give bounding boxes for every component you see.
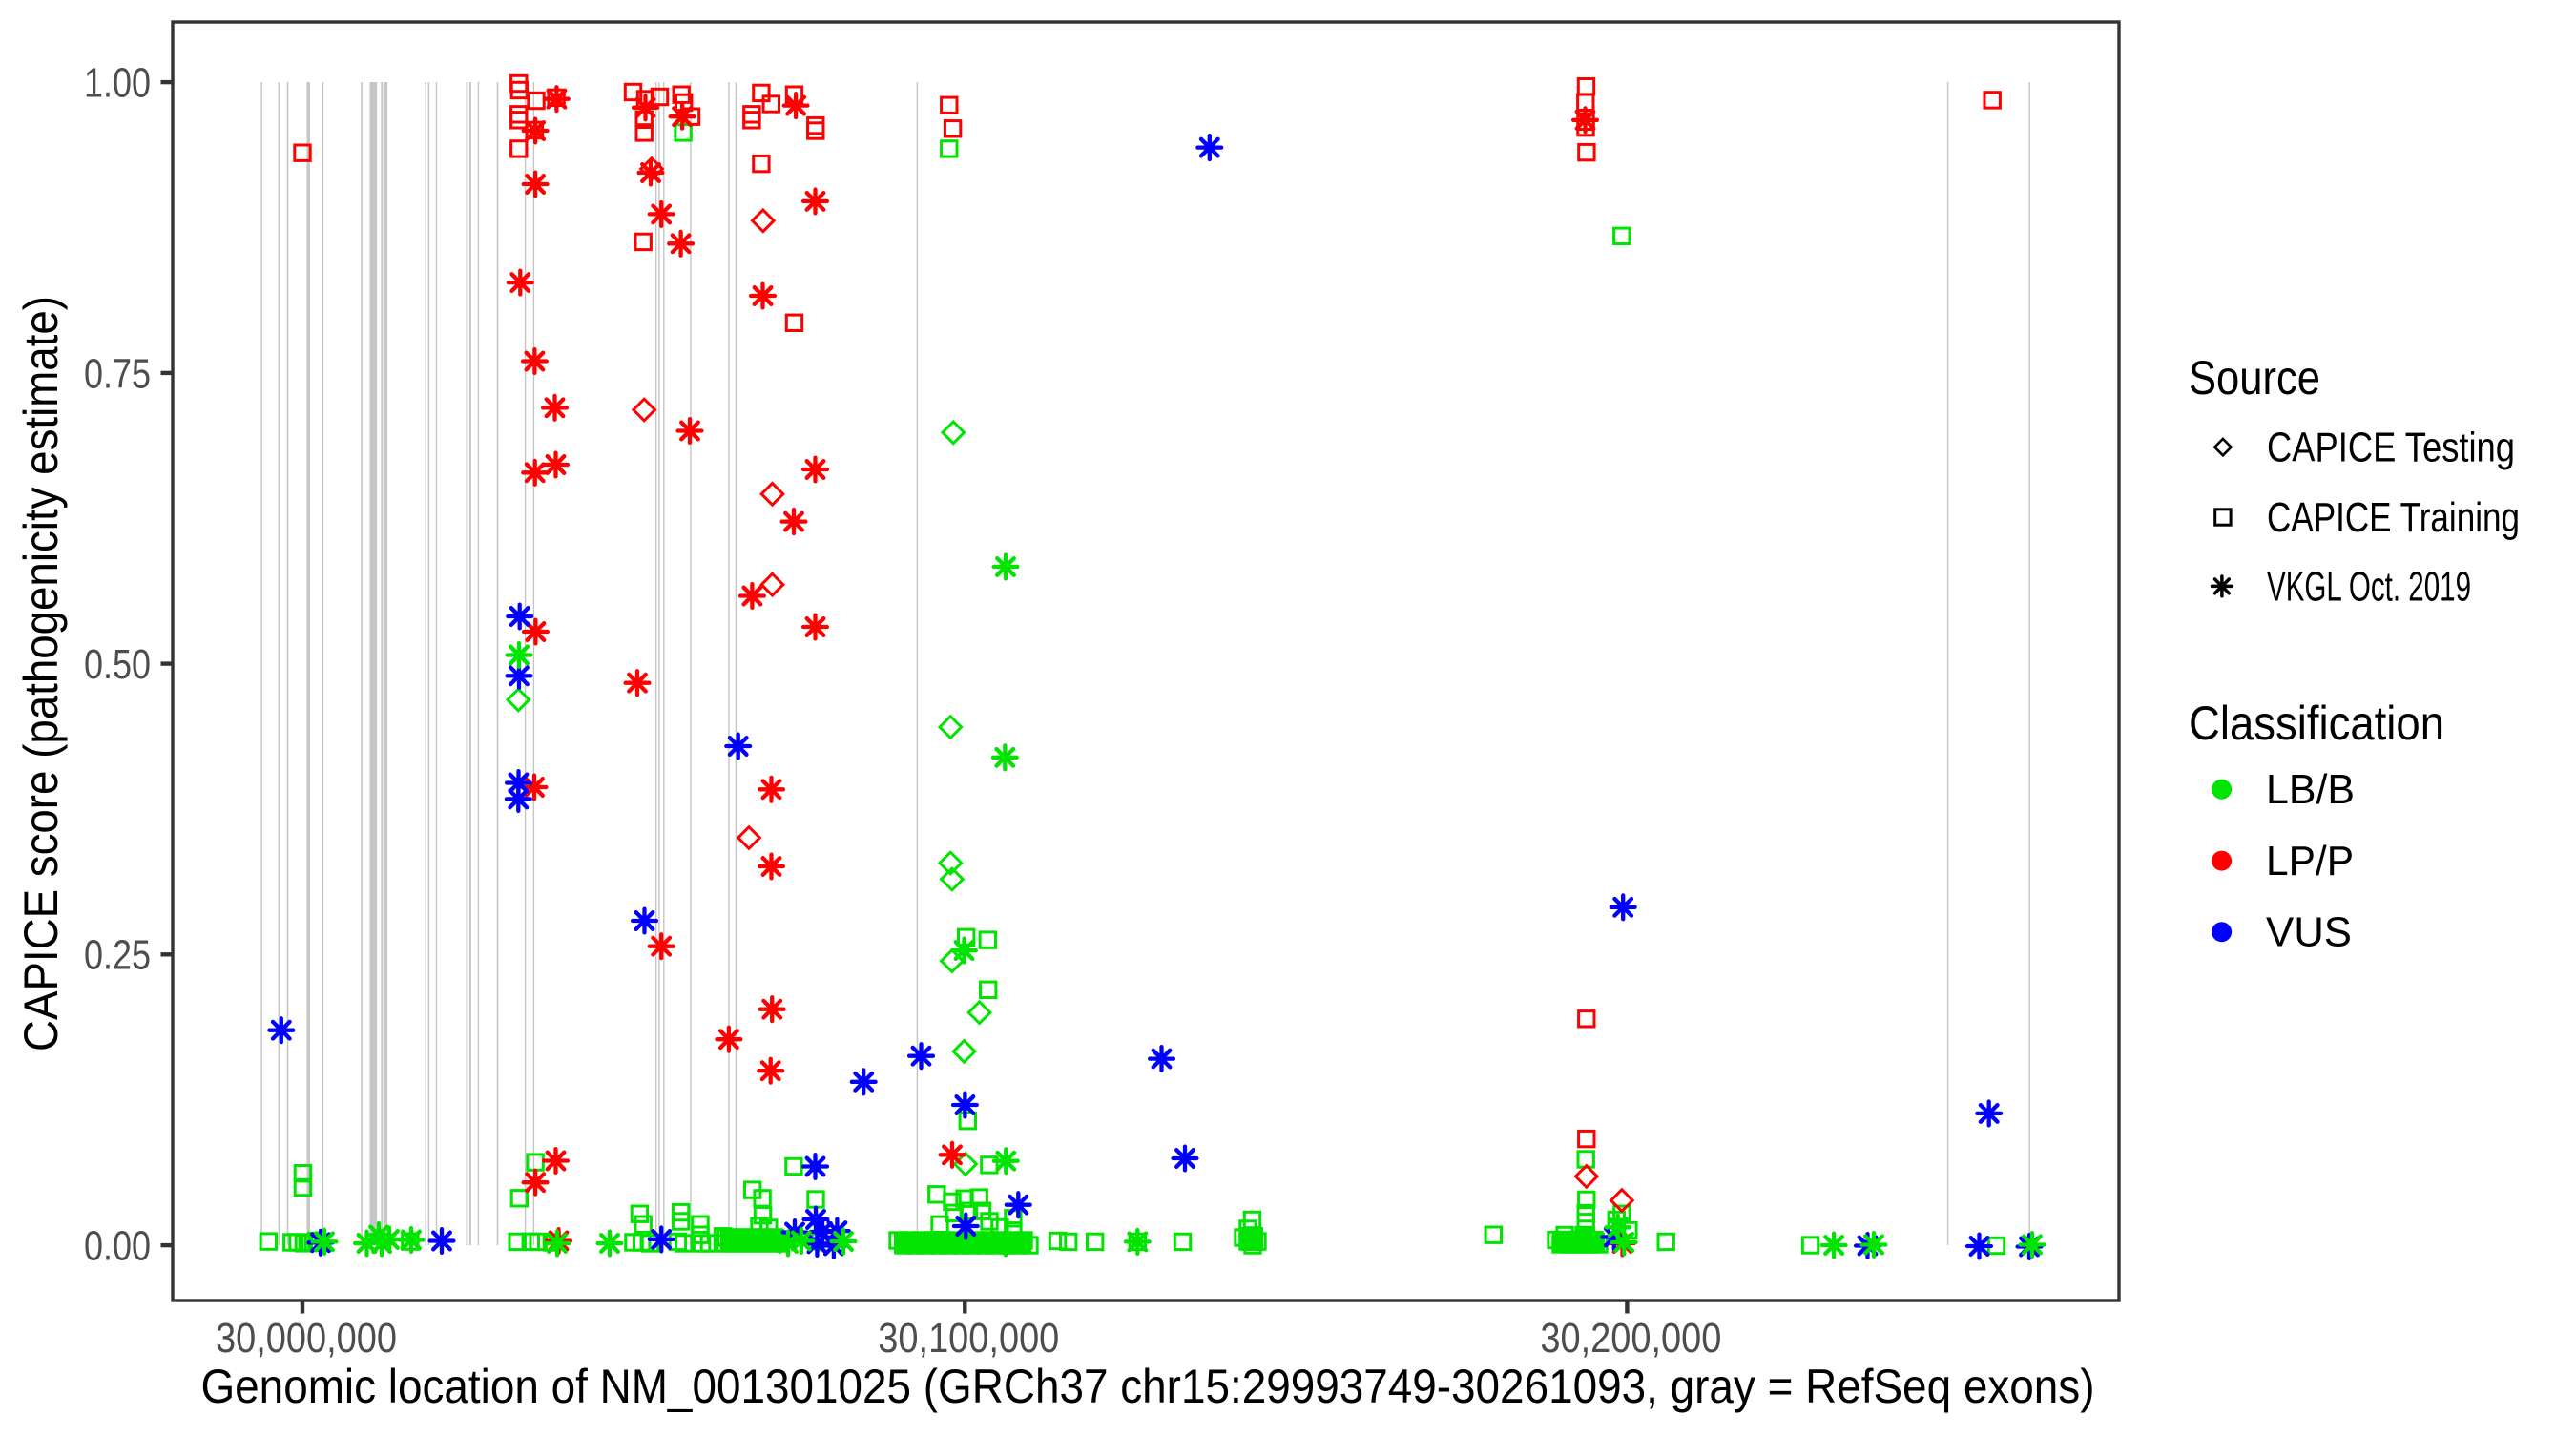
svg-text:VKGL Oct. 2019: VKGL Oct. 2019 bbox=[2267, 563, 2471, 610]
svg-text:0.75: 0.75 bbox=[84, 350, 151, 397]
svg-text:Source: Source bbox=[2189, 351, 2320, 405]
svg-text:Classification: Classification bbox=[2189, 697, 2444, 750]
svg-text:30,200,000: 30,200,000 bbox=[1540, 1315, 1721, 1362]
svg-text:0.00: 0.00 bbox=[84, 1223, 151, 1270]
svg-text:0.25: 0.25 bbox=[84, 932, 151, 979]
svg-text:30,100,000: 30,100,000 bbox=[878, 1315, 1059, 1362]
svg-text:1.00: 1.00 bbox=[84, 60, 151, 107]
svg-text:CAPICE Testing: CAPICE Testing bbox=[2267, 425, 2515, 471]
svg-text:Genomic location of NM_0013010: Genomic location of NM_001301025 (GRCh37… bbox=[201, 1360, 2095, 1413]
svg-text:CAPICE score (pathogenicity es: CAPICE score (pathogenicity estimate) bbox=[14, 296, 68, 1051]
svg-text:VUS: VUS bbox=[2266, 909, 2352, 956]
svg-text:LB/B: LB/B bbox=[2266, 766, 2355, 813]
svg-text:LP/P: LP/P bbox=[2266, 838, 2354, 884]
svg-text:CAPICE Training: CAPICE Training bbox=[2267, 494, 2520, 541]
svg-text:0.50: 0.50 bbox=[84, 641, 151, 688]
svg-text:30,000,000: 30,000,000 bbox=[216, 1315, 397, 1362]
